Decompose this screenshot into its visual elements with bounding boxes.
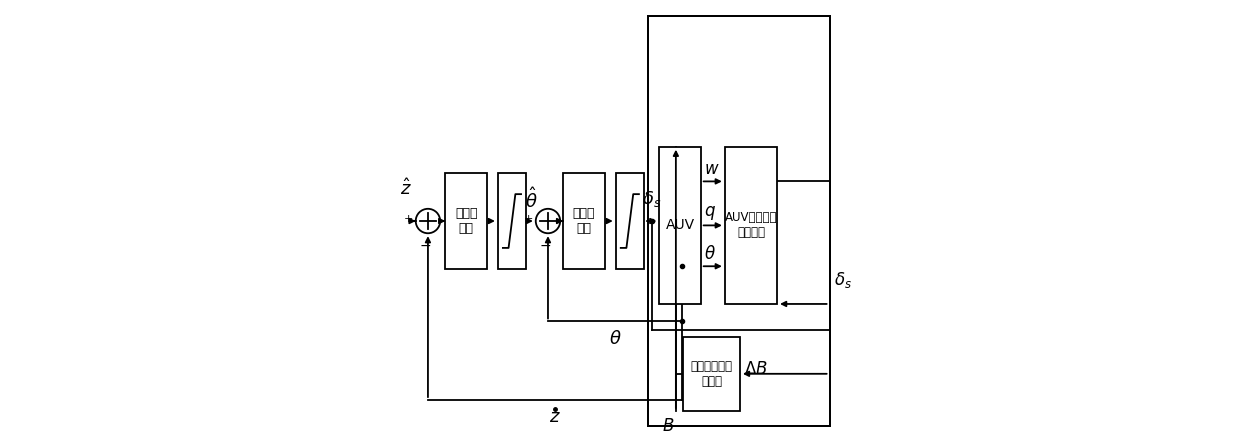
Bar — [615, 173, 644, 269]
Bar — [724, 147, 777, 304]
Text: 油囊式浮力均
衡系统: 油囊式浮力均 衡系统 — [691, 360, 733, 388]
Text: $q$: $q$ — [704, 204, 715, 222]
Text: $\theta$: $\theta$ — [609, 330, 621, 348]
Text: AUV剩余浮力
辨识模型: AUV剩余浮力 辨识模型 — [724, 211, 777, 239]
Bar — [660, 147, 701, 304]
Text: 纵倾控
制器: 纵倾控 制器 — [573, 207, 595, 235]
Text: −: − — [539, 238, 552, 253]
Text: $\delta_s$: $\delta_s$ — [642, 189, 661, 209]
Bar — [445, 173, 487, 269]
Text: $\Delta B$: $\Delta B$ — [744, 361, 768, 378]
Text: AUV: AUV — [666, 218, 694, 233]
Text: $\delta_s$: $\delta_s$ — [833, 270, 852, 291]
Text: +: + — [404, 214, 413, 224]
Bar — [563, 173, 605, 269]
Text: $B$: $B$ — [662, 417, 675, 435]
Text: 深度控
制器: 深度控 制器 — [455, 207, 477, 235]
Text: $\theta$: $\theta$ — [704, 245, 715, 263]
Bar — [497, 173, 526, 269]
Bar — [649, 16, 830, 426]
Text: +: + — [525, 214, 533, 224]
Text: $\hat{\theta}$: $\hat{\theta}$ — [525, 187, 537, 212]
Text: $w$: $w$ — [704, 160, 719, 178]
Text: $z$: $z$ — [549, 408, 560, 427]
Text: $\hat{z}$: $\hat{z}$ — [401, 178, 412, 198]
Text: −: − — [420, 238, 432, 253]
Bar — [683, 337, 740, 411]
